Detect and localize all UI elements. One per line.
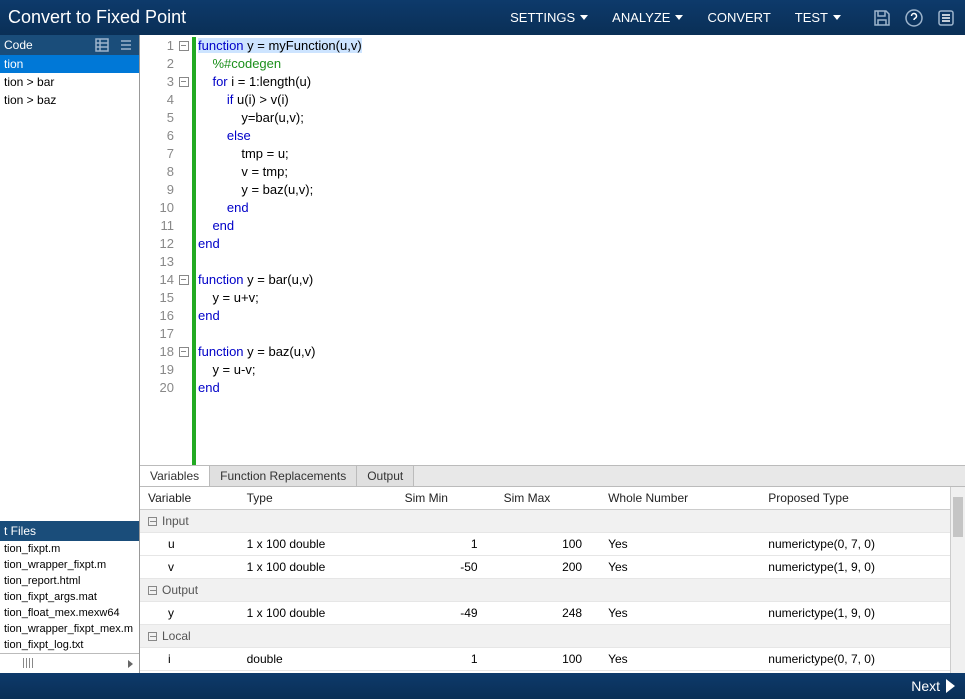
sidebar-file[interactable]: tion_fixpt_args.mat <box>0 589 139 605</box>
bottom-tab-bar: VariablesFunction ReplacementsOutput <box>140 465 965 487</box>
sidebar-header-label: Code <box>4 38 33 52</box>
table-row[interactable]: y1 x 100 double-49248Yesnumerictype(1, 9… <box>140 602 965 625</box>
next-label: Next <box>911 678 940 694</box>
tab-output[interactable]: Output <box>357 466 414 486</box>
variables-table-wrap: VariableTypeSim MinSim MaxWhole NumberPr… <box>140 487 965 673</box>
next-arrow-icon <box>946 679 955 693</box>
sidebar-header-files: t Files <box>0 521 139 541</box>
sidebar-file[interactable]: tion_report.html <box>0 573 139 589</box>
coverage-bar <box>192 37 196 465</box>
table-header-row: VariableTypeSim MinSim MaxWhole NumberPr… <box>140 487 965 510</box>
menu-convert[interactable]: CONVERT <box>707 10 770 25</box>
menu-settings[interactable]: SETTINGS <box>510 10 588 25</box>
editor-area: 1234567891011121314151617181920 function… <box>140 35 965 673</box>
column-header[interactable]: Sim Min <box>397 487 496 510</box>
sidebar-function-list: tiontion > bartion > baz <box>0 55 139 109</box>
sidebar-file[interactable]: tion_float_mex.mexw64 <box>0 605 139 621</box>
sidebar-view-icon[interactable] <box>91 35 113 56</box>
table-section-row[interactable]: Output <box>140 579 965 602</box>
sidebar-file[interactable]: tion_wrapper_fixpt_mex.m <box>0 621 139 637</box>
list-icon[interactable] <box>935 7 957 29</box>
table-row[interactable]: u1 x 100 double1100Yesnumerictype(0, 7, … <box>140 533 965 556</box>
variables-table: VariableTypeSim MinSim MaxWhole NumberPr… <box>140 487 965 671</box>
code-lines[interactable]: function y = myFunction(u,v) %#codegen f… <box>198 37 965 465</box>
banner-title: Convert to Fixed Point <box>8 7 186 28</box>
help-icon[interactable] <box>903 7 925 29</box>
code-editor[interactable]: 1234567891011121314151617181920 function… <box>140 35 965 465</box>
column-header[interactable]: Type <box>239 487 397 510</box>
sidebar-bottom-bar <box>0 653 139 673</box>
menu-test[interactable]: TEST <box>795 10 841 25</box>
column-header[interactable]: Variable <box>140 487 239 510</box>
next-button[interactable]: Next <box>911 678 955 694</box>
sidebar-file[interactable]: tion_fixpt_log.txt <box>0 637 139 653</box>
vertical-scrollbar[interactable] <box>950 487 965 673</box>
banner-icon-group <box>871 7 957 29</box>
sidebar: Code tiontion > bartion > baz t Files ti… <box>0 35 140 673</box>
fold-gutter[interactable] <box>178 37 190 465</box>
column-header[interactable]: Sim Max <box>496 487 601 510</box>
sidebar-header-code: Code <box>0 35 139 55</box>
sidebar-expand-icon[interactable] <box>128 660 133 668</box>
sidebar-file[interactable]: tion_wrapper_fixpt.m <box>0 557 139 573</box>
footer-bar: Next <box>0 673 965 699</box>
banner-menu: SETTINGS ANALYZE CONVERT TEST <box>510 10 841 25</box>
line-number-gutter: 1234567891011121314151617181920 <box>140 37 178 465</box>
table-row[interactable]: idouble1100Yesnumerictype(0, 7, 0) <box>140 648 965 671</box>
sidebar-item[interactable]: tion > baz <box>0 91 139 109</box>
column-header[interactable]: Proposed Type <box>760 487 965 510</box>
column-header[interactable]: Whole Number <box>600 487 760 510</box>
sidebar-item[interactable]: tion <box>0 55 139 73</box>
save-icon[interactable] <box>871 7 893 29</box>
sidebar-files-list: tion_fixpt.mtion_wrapper_fixpt.mtion_rep… <box>0 541 139 653</box>
sidebar-scroll-handle[interactable] <box>8 658 48 670</box>
sidebar-item[interactable]: tion > bar <box>0 73 139 91</box>
table-section-row[interactable]: Input <box>140 510 965 533</box>
tab-function-replacements[interactable]: Function Replacements <box>210 466 357 486</box>
top-banner: Convert to Fixed Point SETTINGS ANALYZE CO… <box>0 0 965 35</box>
table-section-row[interactable]: Local <box>140 625 965 648</box>
tab-variables[interactable]: Variables <box>140 466 210 486</box>
sidebar-file[interactable]: tion_fixpt.m <box>0 541 139 557</box>
table-row[interactable]: v1 x 100 double-50200Yesnumerictype(1, 9… <box>140 556 965 579</box>
menu-analyze[interactable]: ANALYZE <box>612 10 683 25</box>
sidebar-header-files-label: t Files <box>4 524 36 538</box>
sidebar-menu-icon[interactable] <box>115 35 137 56</box>
table-body: Inputu1 x 100 double1100Yesnumerictype(0… <box>140 510 965 671</box>
